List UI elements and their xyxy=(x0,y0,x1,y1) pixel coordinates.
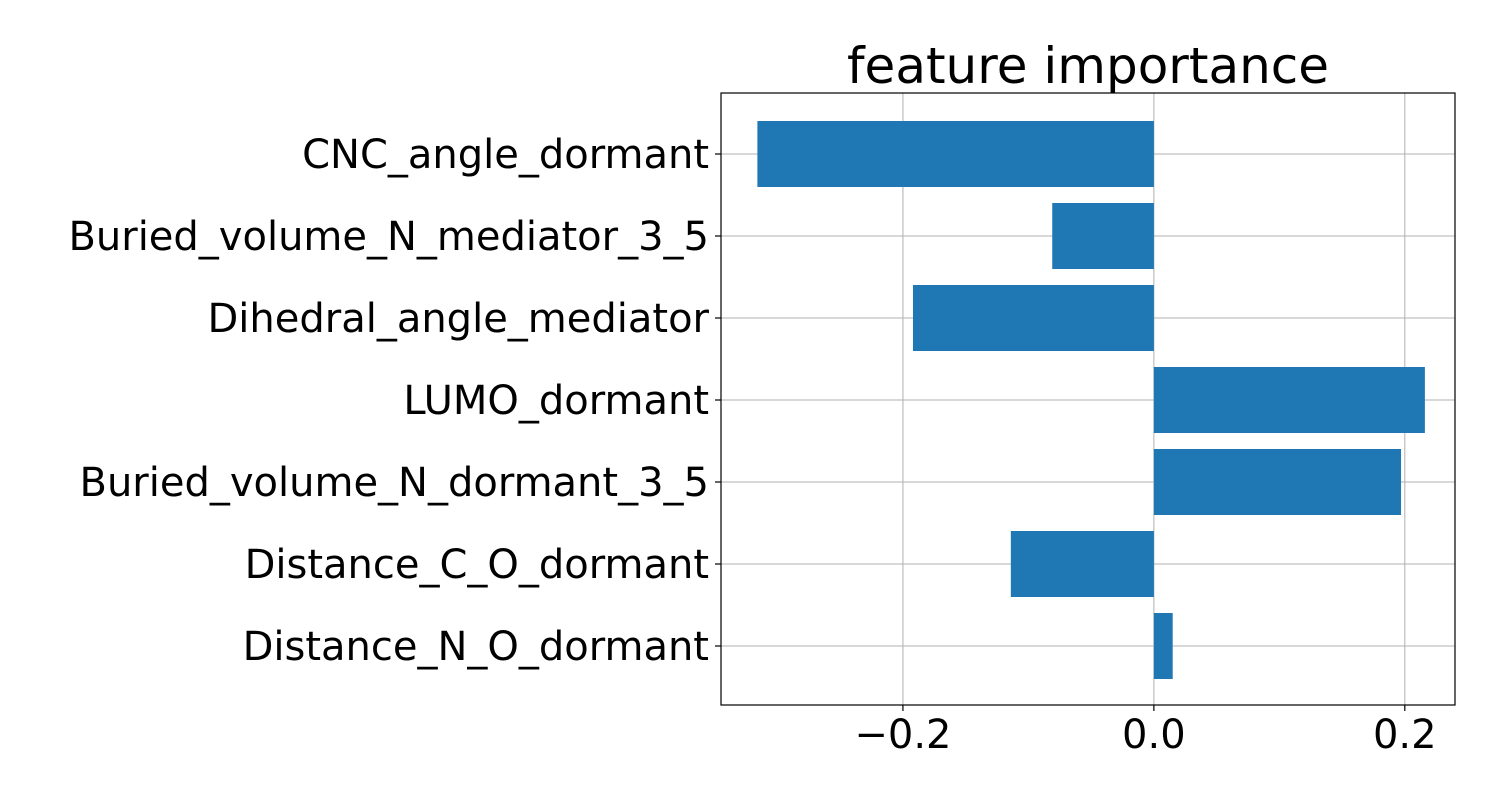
chart-title: feature importance xyxy=(847,37,1329,95)
x-tick-label: 0.2 xyxy=(1373,712,1437,758)
bars-layer xyxy=(757,121,1425,679)
bar xyxy=(1052,203,1154,269)
y-tick-label: Distance_N_O_dormant xyxy=(243,624,709,670)
x-tick-label: −0.2 xyxy=(854,712,951,758)
axis-layer xyxy=(715,92,1456,711)
bar xyxy=(1010,531,1154,597)
bar xyxy=(1153,449,1402,515)
y-tick-label: Buried_volume_N_dormant_3_5 xyxy=(80,460,709,506)
y-tick-labels: CNC_angle_dormant Buried_volume_N_mediato… xyxy=(68,132,709,670)
bar xyxy=(912,285,1154,351)
x-tick-label: 0.0 xyxy=(1122,712,1186,758)
y-tick-label: Distance_C_O_dormant xyxy=(245,542,709,588)
y-tick-label: Buried_volume_N_mediator_3_5 xyxy=(68,214,709,260)
y-tick-label: CNC_angle_dormant xyxy=(302,132,709,178)
y-tick-label: Dihedral_angle_mediator xyxy=(207,296,709,342)
bar xyxy=(757,121,1154,187)
bar xyxy=(1153,367,1425,433)
x-tick-labels: −0.2 0.0 0.2 xyxy=(854,712,1436,758)
y-tick-label: LUMO_dormant xyxy=(403,378,709,424)
plot-frame xyxy=(720,92,1456,706)
bar xyxy=(1153,613,1173,679)
